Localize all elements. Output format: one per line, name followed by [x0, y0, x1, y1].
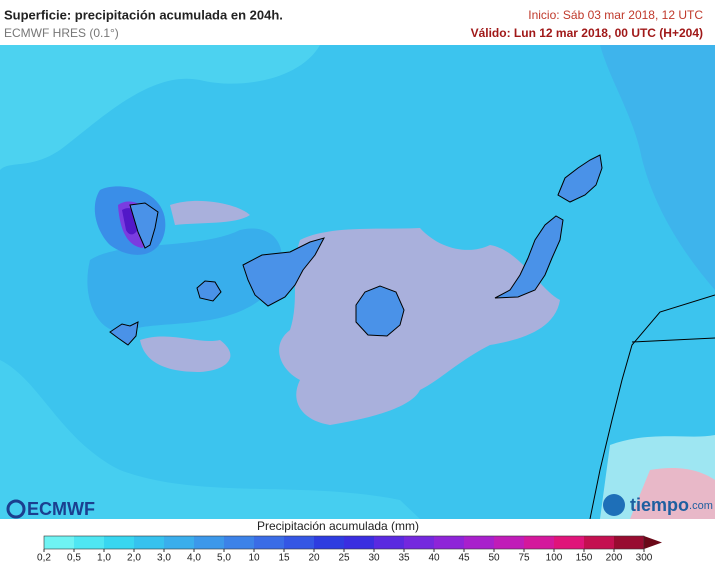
colorbar-segment: [494, 536, 524, 549]
colorbar-tick-label: 0,2: [37, 553, 51, 564]
colorbar-tick-label: 300: [636, 553, 653, 564]
island: [129, 202, 159, 249]
colorbar-segment: [344, 536, 374, 549]
dry-zone: [140, 200, 560, 425]
colorbar-segment: [74, 536, 104, 549]
logo-icon: [6, 499, 26, 519]
model-label: ECMWF HRES (0.1°): [4, 26, 119, 40]
colorbar-tick-label: 10: [248, 553, 260, 564]
precip-zone: [0, 360, 420, 519]
colorbar-segment: [614, 536, 644, 549]
map: ECMWF tiempo.com: [0, 45, 715, 519]
island: [355, 285, 405, 337]
colorbar-tick-label: 25: [338, 553, 350, 564]
colorbar-tick-label: 2,0: [127, 553, 141, 564]
colorbar-tick-label: 200: [606, 553, 623, 564]
island: [109, 321, 139, 346]
colorbar-segment: [434, 536, 464, 549]
colorbar: 0,2 0,5 1,0 2,0 3,0 4,0 5,0 10 15 20 25 30 35 40 45 50 7…: [37, 535, 662, 564]
colorbar-tick-label: 50: [488, 553, 500, 564]
colorbar-segment: [44, 536, 74, 549]
island: [242, 237, 325, 307]
colorbar-segment: [194, 536, 224, 549]
colorbar-tick-label: 40: [428, 553, 440, 564]
colorbar-tick-label: 45: [458, 553, 470, 564]
logo-text: tiempo.com: [630, 495, 713, 515]
logo-text: ECMWF: [27, 499, 95, 519]
colorbar-segment: [524, 536, 554, 549]
colorbar-segment: [224, 536, 254, 549]
colorbar-segment: [104, 536, 134, 549]
colorbar-tick-label: 1,0: [97, 553, 111, 564]
colorbar-segment: [284, 536, 314, 549]
colorbar-segment: [374, 536, 404, 549]
map-title: Superficie: precipitación acumulada en 2…: [4, 7, 283, 22]
ecmwf-logo: ECMWF: [6, 499, 95, 519]
colorbar-tick-label: 3,0: [157, 553, 171, 564]
colorbar-arrow: [644, 536, 662, 549]
colorbar-tick-label: 20: [308, 553, 320, 564]
colorbar-segment: [554, 536, 584, 549]
colorbar-segment: [314, 536, 344, 549]
dry-zone: [630, 468, 715, 519]
logo-icon: [603, 494, 625, 516]
colorbar-tick-label: 15: [278, 553, 290, 564]
colorbar-tick-label: 35: [398, 553, 410, 564]
border: [631, 337, 715, 343]
colorbar-tick-label: 5,0: [217, 553, 231, 564]
colorbar-tick-label: 0,5: [67, 553, 81, 564]
init-time: Inicio: Sáb 03 mar 2018, 12 UTC: [528, 8, 703, 22]
island: [557, 154, 603, 203]
colorbar-tick-label: 30: [368, 553, 380, 564]
coastline: [589, 294, 715, 519]
colorbar-segment: [404, 536, 434, 549]
colorbar-tick-label: 100: [546, 553, 563, 564]
colorbar-segment: [134, 536, 164, 549]
colorbar-segment: [584, 536, 614, 549]
valid-time: Válido: Lun 12 mar 2018, 00 UTC (H+204): [471, 26, 703, 40]
island: [196, 280, 222, 302]
legend-title: Precipitación acumulada (mm): [257, 519, 419, 533]
island: [494, 215, 564, 299]
colorbar-tick-label: 75: [518, 553, 530, 564]
colorbar-segment: [164, 536, 194, 549]
precip-zone: [0, 45, 320, 170]
colorbar-tick-label: 150: [576, 553, 593, 564]
colorbar-segment: [254, 536, 284, 549]
islands: [109, 154, 603, 346]
colorbar-tick-label: 4,0: [187, 553, 201, 564]
precip-zone: [600, 45, 715, 290]
colorbar-segment: [464, 536, 494, 549]
tiempo-logo: tiempo.com: [603, 494, 713, 516]
